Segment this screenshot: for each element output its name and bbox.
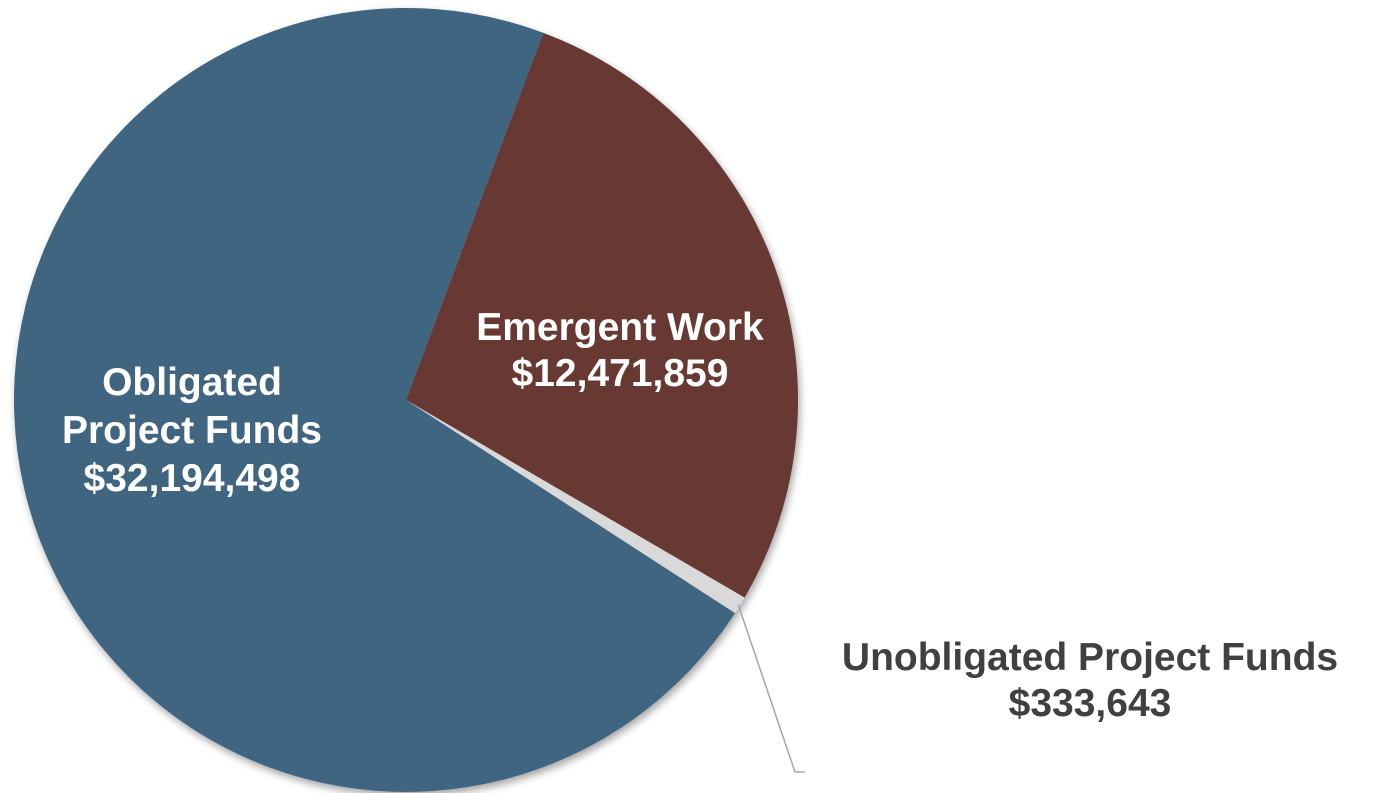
- pie-slice-obligated-project-funds: [14, 7, 735, 792]
- data-label-unobligated-project-funds-line: Unobligated Project Funds: [842, 636, 1338, 679]
- data-label-obligated-project-funds-line: Project Funds: [62, 409, 322, 452]
- pie-slice-emergent-work: [406, 32, 799, 598]
- pie-slices: [14, 7, 799, 792]
- data-label-emergent-work: Emergent Work $12,471,859: [476, 306, 764, 395]
- data-label-obligated-project-funds: Obligated Project Funds $32,194,498: [62, 361, 322, 500]
- data-label-obligated-project-funds-line: Obligated: [102, 361, 282, 404]
- leader-line-unobligated: [737, 604, 805, 773]
- data-label-unobligated-project-funds-line: $333,643: [1009, 682, 1172, 725]
- data-label-emergent-work-line: Emergent Work: [476, 306, 764, 349]
- data-label-emergent-work-line: $12,471,859: [512, 352, 729, 395]
- pie-slice-unobligated-project-funds: [406, 400, 745, 614]
- pie-labels: Emergent Work $12,471,859 Unobligated Proj…: [62, 306, 1338, 725]
- data-label-obligated-project-funds-line: $32,194,498: [84, 457, 301, 500]
- data-label-unobligated-project-funds: Unobligated Project Funds $333,643: [842, 636, 1338, 725]
